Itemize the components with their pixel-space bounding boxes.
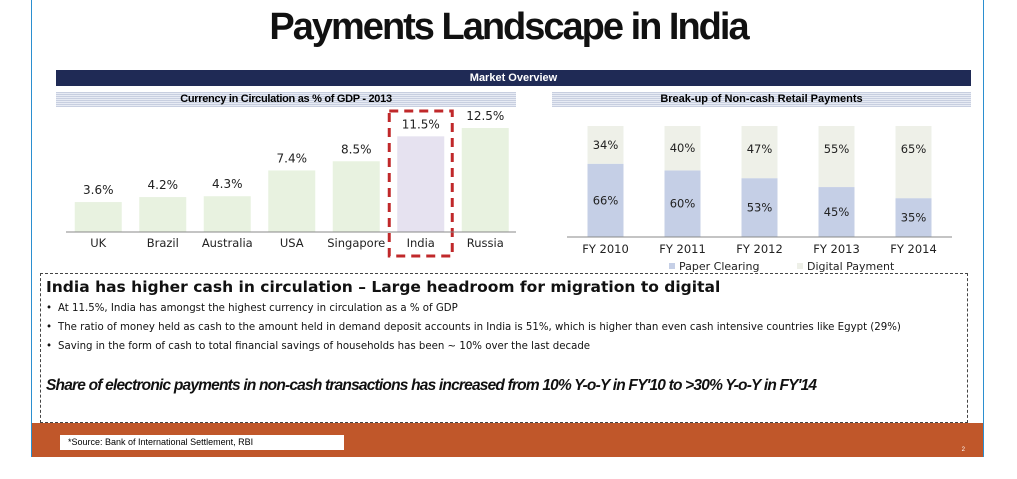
category-label: USA <box>280 236 304 250</box>
callout-text: Share of electronic payments in non-cash… <box>46 377 817 394</box>
source-note: *Source: Bank of International Settlemen… <box>60 435 344 450</box>
legend-label: Paper Clearing <box>679 260 759 273</box>
data-label: 53% <box>747 201 773 215</box>
digital-payment-bar <box>664 126 701 171</box>
paper-clearing-bar <box>587 163 624 237</box>
legend-label: Digital Payment <box>807 260 895 273</box>
paper-clearing-bar <box>895 198 932 237</box>
bar <box>74 202 122 232</box>
highlight-box <box>387 109 454 258</box>
key-points-headline: India has higher cash in circulation – L… <box>46 278 721 296</box>
bar <box>268 170 316 232</box>
data-label: 66% <box>593 193 619 207</box>
key-points-list: At 11.5%, India has amongst the highest … <box>45 302 960 359</box>
data-label: 4.2% <box>148 178 179 192</box>
market-overview-banner: Market Overview <box>56 70 971 86</box>
bullet-item: At 11.5%, India has amongst the highest … <box>45 302 960 316</box>
data-label: 3.6% <box>83 183 114 197</box>
bullet-item: Saving in the form of cash to total fina… <box>45 340 960 354</box>
category-label: FY 2011 <box>659 242 706 256</box>
digital-payment-bar <box>895 126 932 199</box>
footer-bar: *Source: Bank of International Settlemen… <box>32 423 983 457</box>
category-label: UK <box>90 236 106 250</box>
digital-payment-bar <box>741 126 778 179</box>
bar <box>203 196 251 232</box>
legend-swatch <box>797 263 803 269</box>
data-label: 12.5% <box>466 109 504 123</box>
legend-swatch <box>669 263 675 269</box>
slide-title: Payments Landscape in India <box>269 6 749 48</box>
bar <box>332 161 380 232</box>
currency-circulation-chart: 3.6% UK 4.2% Brazil 4.3% Australia 7.4% USA 8.5%… <box>66 109 516 258</box>
data-label: 35% <box>901 211 927 225</box>
digital-payment-bar <box>818 126 855 188</box>
bar <box>461 128 509 232</box>
page-number: 2 <box>961 447 965 453</box>
category-label: Russia <box>467 236 504 250</box>
category-label: FY 2012 <box>736 242 783 256</box>
data-label: 65% <box>901 142 927 156</box>
category-label: FY 2010 <box>582 242 629 256</box>
data-label: 4.3% <box>212 177 243 191</box>
paper-clearing-bar <box>741 178 778 237</box>
paper-clearing-bar <box>664 170 701 237</box>
category-label: Brazil <box>147 236 179 250</box>
digital-payment-bar <box>587 126 624 164</box>
bar <box>397 136 445 232</box>
data-label: 11.5% <box>402 117 440 131</box>
data-label: 60% <box>670 197 696 211</box>
category-label: FY 2014 <box>890 242 937 256</box>
slide: Payments Landscape in India Market Overv… <box>31 0 984 457</box>
payments-chart-title: Break-up of Non-cash Retail Payments <box>552 92 971 107</box>
bar <box>139 197 187 232</box>
noncash-payments-chart: 66% 34% FY 2010 60% 40% FY 2011 53% 47% FY 2012 4… <box>567 126 952 273</box>
data-label: 7.4% <box>277 151 308 165</box>
key-points-box: India has higher cash in circulation – L… <box>40 273 968 423</box>
data-label: 34% <box>593 138 619 152</box>
category-label: Australia <box>202 236 253 250</box>
data-label: 47% <box>747 142 773 156</box>
data-label: 8.5% <box>341 142 372 156</box>
bullet-item: The ratio of money held as cash to the a… <box>45 321 960 335</box>
category-label: FY 2013 <box>813 242 860 256</box>
paper-clearing-bar <box>818 187 855 237</box>
data-label: 45% <box>824 205 850 219</box>
data-label: 55% <box>824 142 850 156</box>
data-label: 40% <box>670 141 696 155</box>
category-label: India <box>407 236 435 250</box>
currency-chart-title: Currency in Circulation as % of GDP - 20… <box>56 92 516 107</box>
category-label: Singapore <box>327 236 385 250</box>
